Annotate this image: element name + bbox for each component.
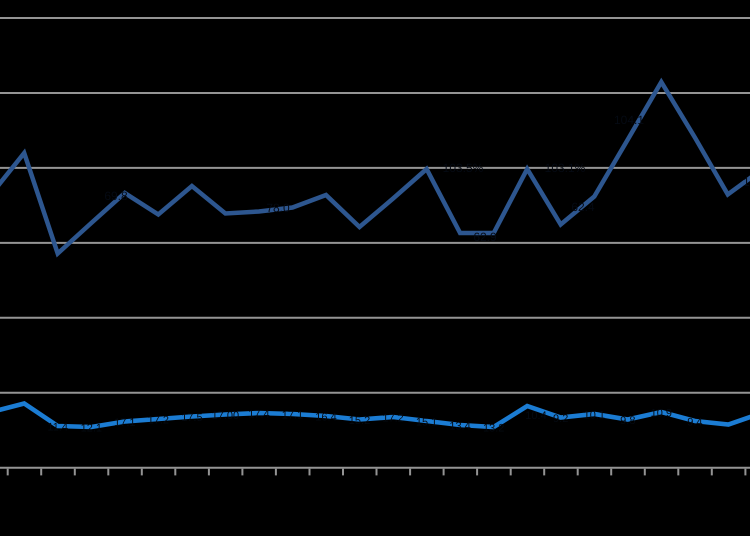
svg-text:12.1: 12.1: [81, 423, 102, 435]
svg-text:17.1: 17.1: [114, 417, 135, 429]
svg-text:13.2: 13.2: [483, 423, 504, 435]
svg-text:103.5%: 103.5%: [443, 161, 484, 175]
svg-text:10.9: 10.9: [651, 408, 672, 420]
svg-text:104: 104: [743, 175, 750, 189]
svg-text:62.4: 62.4: [571, 200, 595, 214]
svg-text:16.4: 16.4: [315, 412, 336, 424]
svg-text:15.2: 15.2: [349, 415, 370, 427]
svg-text:62.9: 62.9: [473, 230, 497, 244]
svg-text:17.5: 17.5: [181, 412, 202, 424]
svg-text:9.2: 9.2: [553, 413, 568, 425]
svg-text:69.8: 69.8: [104, 189, 128, 203]
svg-text:17.1: 17.1: [282, 410, 303, 422]
svg-text:15.1: 15.1: [416, 417, 437, 429]
svg-text:78.0: 78.0: [266, 201, 290, 215]
svg-text:103.1%: 103.1%: [545, 161, 586, 175]
svg-text:17.2: 17.2: [382, 413, 403, 425]
svg-text:11.4: 11.4: [47, 422, 68, 434]
svg-text:9.4: 9.4: [687, 417, 702, 429]
svg-text:10.4: 10.4: [525, 410, 546, 422]
svg-text:17.00: 17.00: [212, 410, 240, 422]
svg-text:17.2: 17.2: [148, 415, 169, 427]
svg-text:104.1: 104.1: [614, 113, 644, 127]
svg-text:17.4: 17.4: [248, 409, 269, 421]
svg-text:13.4: 13.4: [449, 421, 470, 433]
svg-text:10.1: 10.1: [584, 410, 605, 422]
svg-text:9.8: 9.8: [620, 415, 635, 427]
